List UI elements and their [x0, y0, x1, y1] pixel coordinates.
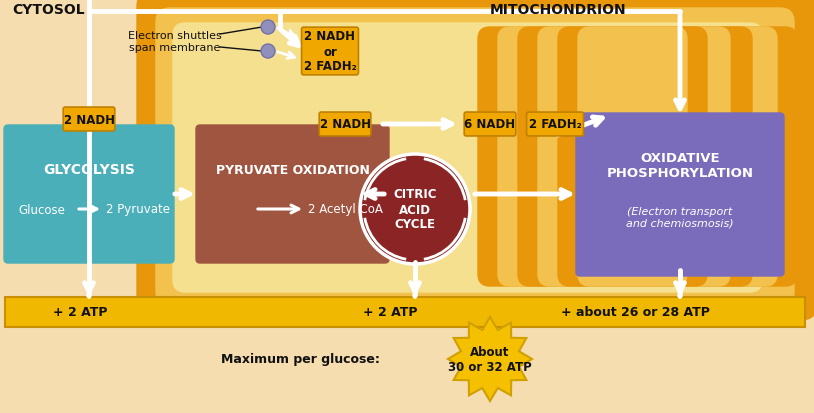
Text: 2 FADH₂: 2 FADH₂	[528, 118, 581, 131]
Text: + about 26 or 28 ATP: + about 26 or 28 ATP	[561, 306, 710, 319]
Polygon shape	[448, 317, 532, 401]
Text: OXIDATIVE
PHOSPHORYLATION: OXIDATIVE PHOSPHORYLATION	[606, 152, 754, 180]
FancyBboxPatch shape	[558, 28, 707, 286]
Text: 2 NADH: 2 NADH	[63, 113, 115, 126]
Text: Maximum per glucose:: Maximum per glucose:	[221, 353, 380, 366]
FancyBboxPatch shape	[196, 126, 389, 263]
FancyBboxPatch shape	[518, 28, 752, 286]
Text: About
30 or 32 ATP: About 30 or 32 ATP	[449, 345, 532, 373]
Text: CYTOSOL: CYTOSOL	[12, 3, 85, 17]
Text: 2 Acetyl CoA: 2 Acetyl CoA	[308, 203, 383, 216]
FancyBboxPatch shape	[478, 28, 797, 286]
Text: CITRIC
ACID
CYCLE: CITRIC ACID CYCLE	[393, 188, 437, 231]
FancyBboxPatch shape	[498, 28, 777, 286]
Circle shape	[261, 21, 275, 35]
FancyBboxPatch shape	[137, 0, 814, 320]
Circle shape	[261, 45, 275, 59]
FancyBboxPatch shape	[5, 297, 805, 327]
Text: + 2 ATP: + 2 ATP	[53, 306, 107, 319]
FancyBboxPatch shape	[538, 28, 730, 286]
FancyBboxPatch shape	[527, 113, 584, 137]
Circle shape	[360, 154, 470, 264]
Text: Electron shuttles
span membrane: Electron shuttles span membrane	[128, 31, 222, 53]
Text: 2 NADH
or
2 FADH₂: 2 NADH or 2 FADH₂	[304, 31, 357, 74]
Text: MITOCHONDRION: MITOCHONDRION	[490, 3, 627, 17]
FancyBboxPatch shape	[319, 113, 371, 137]
Text: (Electron transport
and chemiosmosis): (Electron transport and chemiosmosis)	[626, 206, 733, 228]
Text: 6 NADH: 6 NADH	[465, 118, 515, 131]
FancyBboxPatch shape	[301, 28, 358, 76]
FancyBboxPatch shape	[578, 28, 687, 286]
Text: PYRUVATE OXIDATION: PYRUVATE OXIDATION	[216, 163, 370, 176]
Text: Glucose: Glucose	[18, 203, 65, 216]
FancyBboxPatch shape	[576, 114, 784, 276]
FancyBboxPatch shape	[173, 24, 762, 292]
Text: 2 NADH: 2 NADH	[320, 118, 370, 131]
Text: GLYCOLYSIS: GLYCOLYSIS	[43, 163, 135, 177]
FancyBboxPatch shape	[156, 9, 794, 306]
FancyBboxPatch shape	[464, 113, 516, 137]
FancyBboxPatch shape	[4, 126, 174, 263]
Text: 2 Pyruvate: 2 Pyruvate	[106, 203, 170, 216]
FancyBboxPatch shape	[63, 108, 115, 132]
Text: + 2 ATP: + 2 ATP	[363, 306, 418, 319]
